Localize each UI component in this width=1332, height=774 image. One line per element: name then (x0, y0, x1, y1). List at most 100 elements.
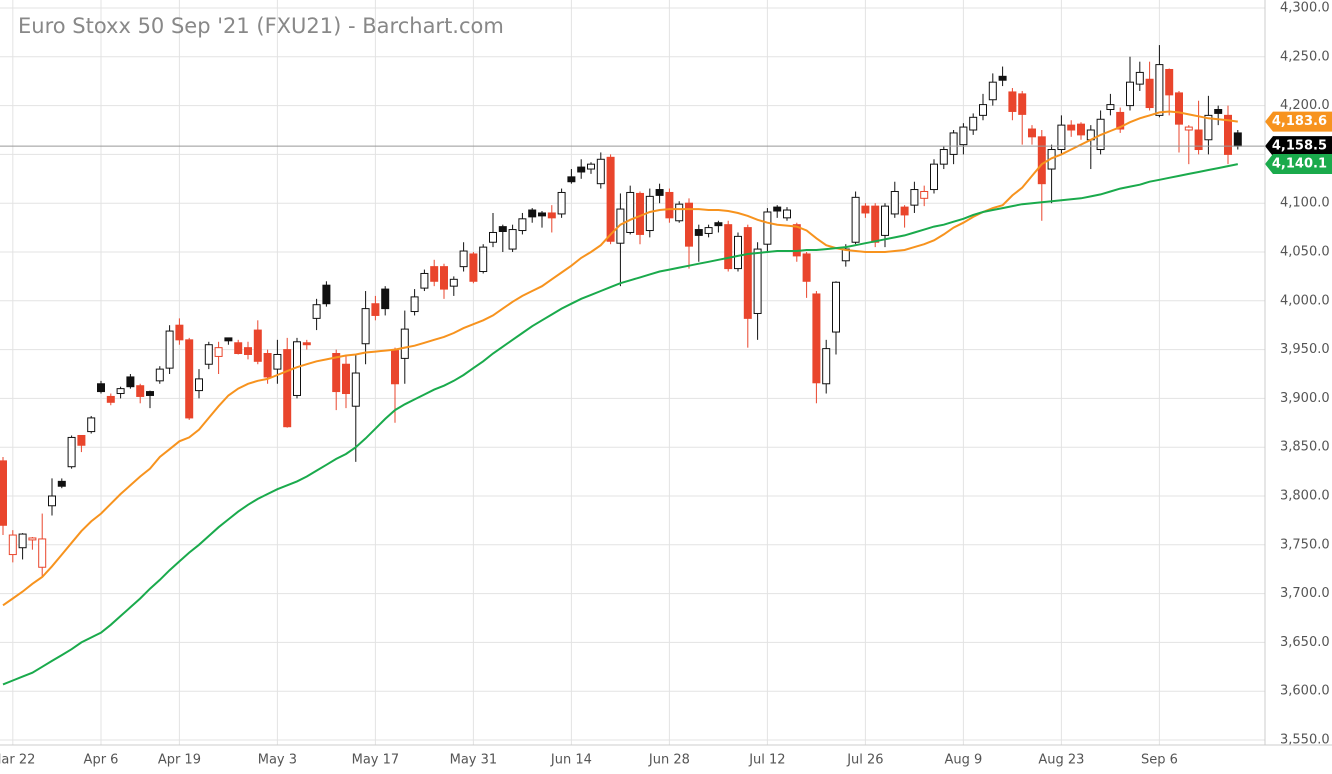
y-tick-label: 4,100.0 (1280, 196, 1330, 211)
candle-body (528, 209, 537, 218)
candle-body (557, 191, 566, 215)
candle-body (832, 281, 840, 333)
y-tick-label: 3,750.0 (1280, 537, 1330, 552)
chart-title: Euro Stoxx 50 Sep '21 (FXU21) - Barchart… (18, 14, 504, 38)
y-tick-label: 3,650.0 (1280, 635, 1330, 650)
candle-body (616, 208, 625, 244)
candle-body (87, 417, 96, 433)
candle-body (322, 284, 331, 305)
candle-body (136, 385, 145, 397)
candle-body (851, 196, 860, 243)
y-tick-label: 3,900.0 (1280, 391, 1330, 406)
candle-body (204, 344, 213, 365)
candle-body (567, 176, 576, 183)
price-tag (1265, 111, 1332, 132)
candle-body (1106, 104, 1115, 111)
candle-body (910, 189, 919, 206)
candle-body (400, 328, 409, 359)
candle-body (1145, 78, 1154, 109)
candle-body (734, 235, 742, 270)
y-tick-label: 4,050.0 (1280, 245, 1330, 260)
candle-body (802, 253, 811, 282)
candle-body (371, 303, 380, 316)
x-tick-label: Jun 28 (648, 753, 690, 768)
candle-body (224, 337, 233, 342)
candle-body (48, 495, 56, 507)
candle-body (743, 227, 752, 319)
candle-body (1018, 93, 1027, 115)
candle-body (792, 224, 801, 257)
candle-body (342, 363, 350, 395)
candle-body (871, 205, 880, 243)
x-tick-label: Jul 26 (846, 753, 883, 768)
candle-body (969, 116, 978, 131)
x-tick-label: Apr 19 (158, 753, 201, 768)
candle-body (214, 347, 223, 357)
candle-body (773, 206, 782, 212)
x-tick-label: Aug 9 (945, 753, 983, 768)
candle-body (410, 296, 419, 313)
candle-body (146, 391, 154, 396)
candle-body (263, 353, 272, 378)
candle-body (1077, 123, 1085, 136)
candle-body (332, 353, 341, 393)
candle-body (459, 250, 468, 268)
candle-body (1126, 81, 1134, 107)
candle-body (900, 206, 909, 216)
x-tick-label: Aug 23 (1038, 753, 1084, 768)
candle-body (988, 81, 997, 101)
x-tick-label: Jul 12 (748, 753, 785, 768)
plot (0, 45, 1265, 686)
candle-body (165, 330, 174, 369)
candle-body (890, 190, 899, 215)
candle-body (596, 158, 605, 185)
candle-body (930, 163, 938, 191)
candle-body (440, 266, 448, 290)
candle-body (1224, 114, 1232, 155)
x-tick-label: Apr 6 (84, 753, 119, 768)
candle-body (253, 329, 262, 362)
candle-body (38, 538, 47, 568)
candle-body (979, 104, 987, 116)
candle-body (469, 253, 478, 282)
candle-body (812, 293, 821, 384)
price-tag (1265, 136, 1332, 157)
y-tick-label: 4,200.0 (1280, 98, 1330, 113)
candle-body (508, 229, 517, 250)
y-tick-label: 3,800.0 (1280, 489, 1330, 504)
x-tick-label: Jun 14 (550, 753, 592, 768)
candle-body (939, 149, 948, 165)
candle-body (0, 460, 7, 526)
candle-body (998, 75, 1007, 81)
candle-body (626, 191, 635, 233)
candle-body (861, 205, 870, 214)
candle-body (302, 342, 311, 346)
candle-body (1116, 111, 1125, 130)
candle-body (351, 372, 360, 407)
candle-body (312, 304, 321, 319)
candle-body (783, 209, 791, 219)
candle-body (606, 156, 615, 242)
candle-body (675, 203, 684, 222)
price-tag-label: 4,140.1 (1272, 157, 1327, 172)
candle-body (1194, 129, 1203, 151)
candle-body (577, 166, 586, 173)
candle-body (1037, 136, 1046, 185)
x-tick-label: May 31 (450, 753, 498, 768)
candle-body (175, 324, 184, 341)
candle-body (655, 189, 664, 196)
candle-body (57, 480, 66, 487)
candle-body (753, 248, 762, 314)
x-tick-label: Sep 6 (1141, 753, 1178, 768)
candle-body (1067, 124, 1076, 131)
price-tag-label: 4,158.5 (1272, 139, 1327, 154)
candle-body (881, 205, 889, 236)
candle-body (1204, 114, 1213, 141)
candle-body (763, 211, 772, 245)
candle-body (704, 227, 713, 234)
x-tick-label: May 17 (352, 753, 400, 768)
candle-body (28, 537, 37, 541)
y-tick-label: 3,550.0 (1280, 733, 1330, 748)
